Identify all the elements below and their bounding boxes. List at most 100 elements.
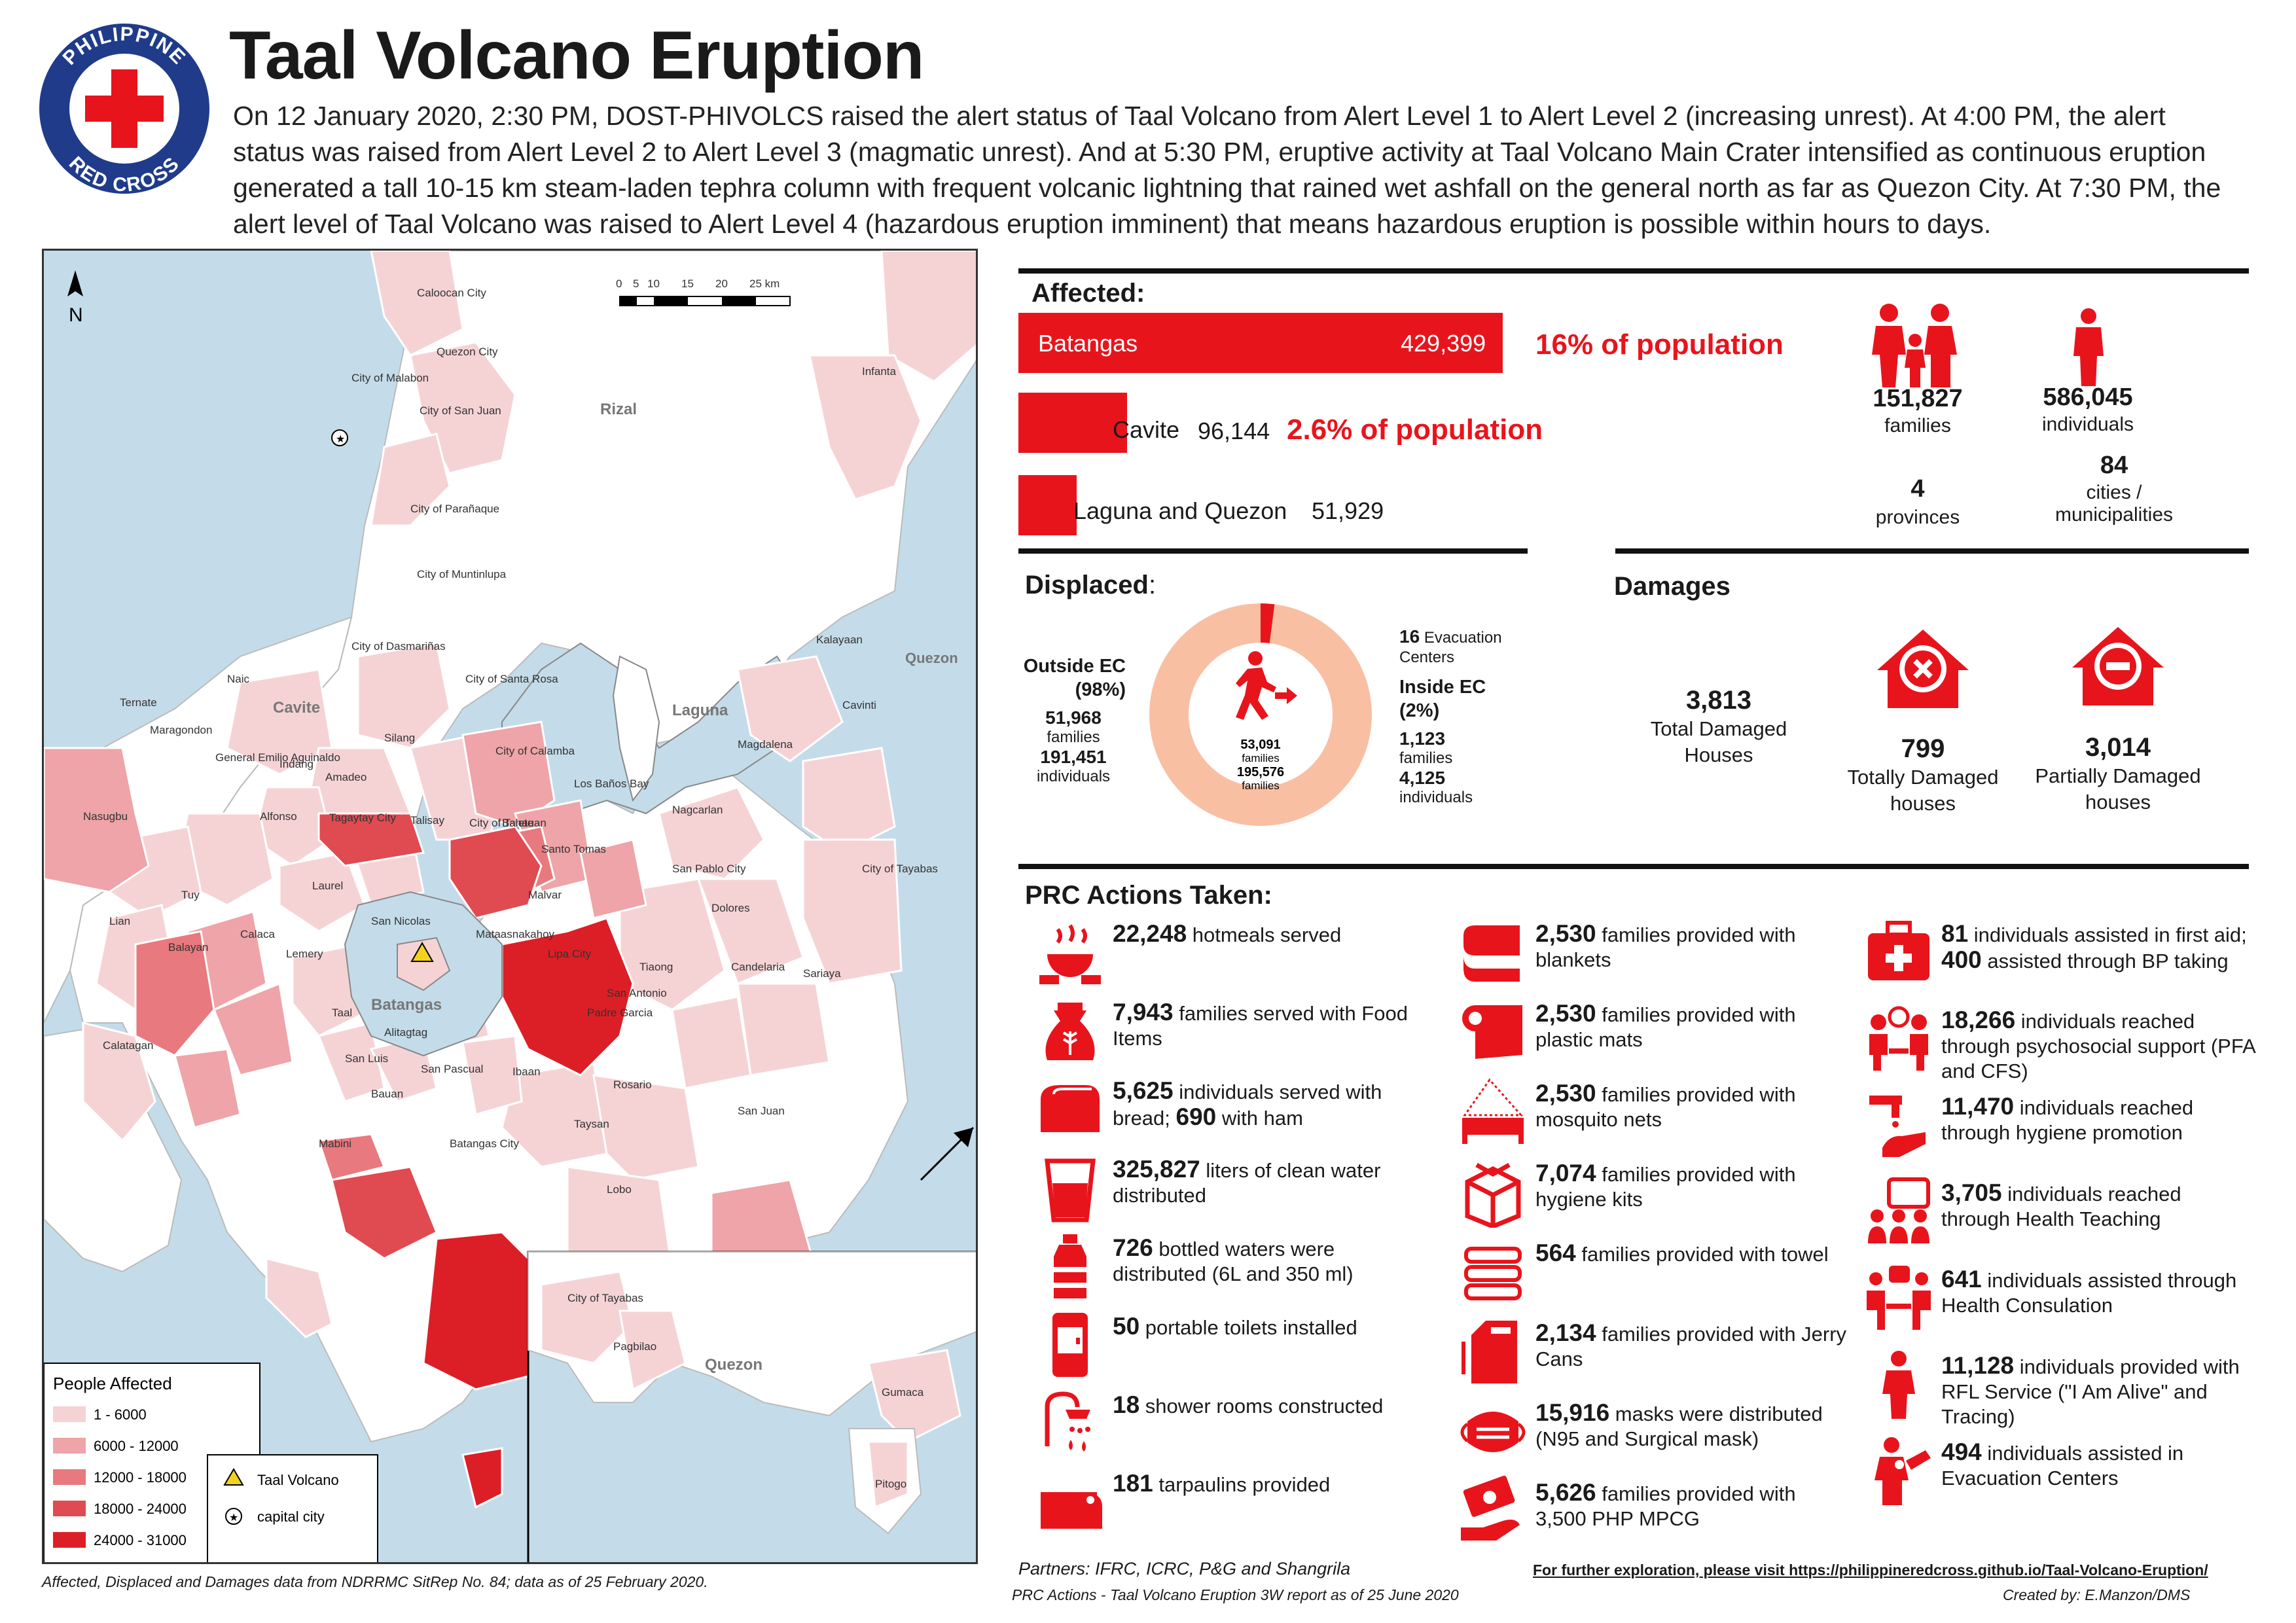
- label-amadeo: Amadeo: [325, 771, 367, 783]
- mosquito-net-icon: [1457, 1076, 1529, 1148]
- label-ibaan: Ibaan: [512, 1065, 541, 1078]
- action-text: 11,128 individuals provided with RFL Ser…: [1941, 1352, 2240, 1429]
- outside-individuals-label: individuals: [1036, 768, 1111, 785]
- action-text: 2,530 families provided with plastic mat…: [1535, 1000, 1796, 1052]
- scale-bar: 0 5 10 15 20 25 km: [616, 277, 791, 306]
- scale-tick-25: 25 km: [749, 277, 780, 290]
- families-num: 151,827: [1873, 385, 1963, 412]
- individuals-num: 586,045: [2043, 383, 2133, 411]
- psychosocial-icon: [1863, 1003, 1935, 1075]
- actions-col-3: 81 individuals assisted in first aid; 40…: [1863, 916, 2269, 1544]
- label-calamba: City of Calamba: [495, 745, 575, 757]
- north-label: N: [69, 304, 83, 326]
- red-cross-logo: PHILIPPINE RED CROSS: [37, 21, 212, 196]
- place-labels: Caloocan City Quezon City City of Malabo…: [83, 287, 958, 1196]
- partially-damaged-label: Partially Damaged houses: [2035, 764, 2201, 813]
- displaced-heading-text: Displaced: [1025, 571, 1149, 599]
- damages-heading: Damages: [1614, 572, 1731, 601]
- cities-label: cities / municipalities: [2054, 482, 2174, 526]
- rfl-icon: [1863, 1348, 1935, 1420]
- source-note: Affected, Displaced and Damages data fro…: [42, 1573, 708, 1590]
- action-text: 5,626 families provided with 3,500 PHP M…: [1535, 1479, 1796, 1531]
- action-text: 2,530 families provided with blankets: [1535, 920, 1796, 972]
- action-text: 18,266 individuals reached through psych…: [1941, 1007, 2255, 1083]
- label-naic: Naic: [227, 673, 250, 685]
- report-note: PRC Actions - Taal Volcano Eruption 3W r…: [1012, 1586, 1459, 1603]
- label-malabon: City of Malabon: [351, 372, 429, 384]
- label-san-luis: San Luis: [345, 1052, 388, 1065]
- bar-batangas: [1018, 313, 1503, 373]
- action-text: 726 bottled waters were distributed (6L …: [1113, 1234, 1354, 1286]
- label-santo-tomas: Santo Tomas: [541, 843, 606, 855]
- cash-icon: [1457, 1475, 1529, 1547]
- explore-link[interactable]: For further exploration, please visit ht…: [1533, 1561, 2208, 1578]
- provinces-label: provinces: [1875, 507, 1960, 528]
- label-talisay: Talisay: [410, 814, 444, 827]
- label-cavite: Cavite: [273, 699, 320, 717]
- label-balete: Balete: [502, 817, 533, 829]
- scale-tick-20: 20: [715, 277, 728, 290]
- action-text: 81 individuals assisted in first aid; 40…: [1941, 920, 2247, 973]
- volcano-marker[interactable]: [410, 941, 434, 962]
- action-text: 50 portable toilets installed: [1113, 1313, 1357, 1340]
- house-partial-icon: [2072, 627, 2164, 709]
- partners-note: Partners: IFRC, ICRC, P&G and Shangrila: [1018, 1559, 1351, 1578]
- legend-label: 1 - 6000: [94, 1406, 147, 1423]
- hygiene-promotion-icon: [1863, 1089, 1935, 1161]
- action-text: 641 individuals assisted through Health …: [1941, 1266, 2237, 1317]
- label-dasmarinas: City of Dasmariñas: [351, 640, 446, 652]
- label-rizal: Rizal: [600, 401, 637, 418]
- credit-note: Created by: E.Manzon/DMS: [2003, 1586, 2191, 1603]
- batangas-pct: 16% of population: [1535, 329, 1784, 361]
- action-text: 7,943 families served with Food Items: [1113, 999, 1408, 1050]
- label-silang: Silang: [384, 732, 415, 744]
- ec-label: Evacuation Centers: [1399, 629, 1502, 666]
- label-quezon-city: Quezon City: [437, 346, 498, 358]
- laguna-label: Laguna and Quezon: [1073, 497, 1287, 524]
- label-san-antonio: San Antonio: [607, 987, 667, 999]
- displaced-heading: Displaced:: [1025, 571, 1156, 600]
- inside-families-label: families: [1399, 749, 1453, 767]
- label-tanauan: City of Tanauan: [469, 817, 547, 829]
- label-maragondon: Maragondon: [150, 724, 212, 736]
- food-bag-icon: [1034, 995, 1106, 1067]
- legend-capital-icon: [225, 1508, 242, 1525]
- label-kalayaan: Kalayaan: [816, 633, 863, 646]
- outside-individuals-num: 191,451: [1040, 747, 1107, 767]
- label-cavinti: Cavinti: [842, 699, 876, 711]
- map-panel[interactable]: ★ N 0 5 10 15 20 25 km Caloocan City Que…: [42, 249, 978, 1564]
- partially-damaged-num: 3,014: [2085, 733, 2151, 762]
- displaced-heading-colon: :: [1148, 571, 1157, 599]
- scale-tick-10: 10: [647, 277, 660, 290]
- svg-text:★: ★: [336, 434, 345, 445]
- label-sariaya: Sariaya: [803, 967, 841, 980]
- inside-individuals-label: individuals: [1399, 789, 1473, 806]
- actions-col-1: 22,248 hotmeals served 7,943 families ser…: [1034, 916, 1440, 1544]
- page-title: Taal Volcano Eruption: [229, 18, 924, 94]
- actions-col-2: 2,530 families provided with blankets 2,5…: [1457, 916, 1863, 1544]
- label-general-emilio: General Emilio Aguinaldo: [215, 751, 340, 764]
- total-damaged-label: Total Damaged Houses: [1650, 717, 1787, 766]
- legend-swatch: [53, 1501, 86, 1516]
- label-alitagtag: Alitagtag: [384, 1026, 427, 1039]
- label-malvar: Malvar: [528, 889, 562, 901]
- legend-swatch: [53, 1406, 86, 1422]
- label-nagcarlan: Nagcarlan: [672, 804, 723, 816]
- label-taal: Taal: [332, 1007, 352, 1019]
- label-laguna: Laguna: [672, 702, 728, 719]
- label-tiaong: Tiaong: [639, 961, 673, 973]
- label-padre-garcia: Padre Garcia: [587, 1007, 653, 1019]
- label-alfonso: Alfonso: [260, 810, 297, 823]
- scale-tick-5: 5: [633, 277, 639, 290]
- inset-label-gumaca: Gumaca: [882, 1386, 924, 1399]
- action-text: 325,827 liters of clean water distribute…: [1113, 1156, 1381, 1207]
- walking-person-icon: [1236, 651, 1297, 720]
- evacuation-assist-icon: [1863, 1435, 1935, 1507]
- inside-block: 1,123 families 4,125 individuals: [1399, 729, 1530, 808]
- legend-swatch: [53, 1469, 86, 1485]
- capital-marker: [331, 429, 348, 446]
- legend-label: 18000 - 24000: [94, 1501, 187, 1517]
- label-los-banos: Los Baños Bay: [574, 777, 649, 790]
- north-arrow: N: [67, 270, 83, 326]
- outside-families-label: families: [1047, 728, 1100, 746]
